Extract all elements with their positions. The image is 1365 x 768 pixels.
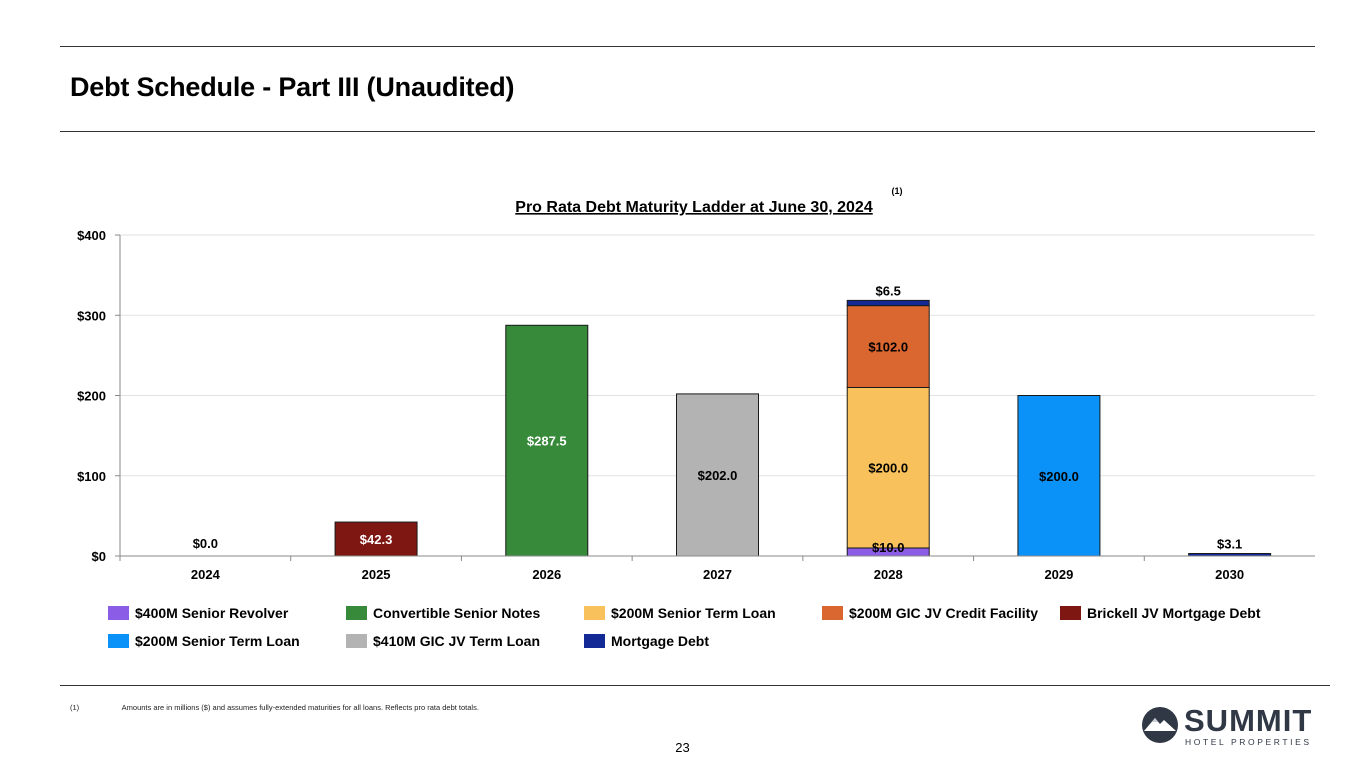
- bar-segment: [1017, 395, 1101, 557]
- data-label: $287.5: [527, 434, 567, 449]
- legend-swatch: [346, 634, 367, 648]
- x-tick-label: 2025: [362, 567, 391, 582]
- mountain-logo-icon: [1142, 707, 1178, 743]
- footnote-text: Amounts are in millions ($) and assumes …: [121, 703, 479, 712]
- x-tick-label: 2027: [703, 567, 732, 582]
- legend-label: $200M Senior Term Loan: [135, 633, 300, 649]
- x-tick-label: 2030: [1215, 567, 1244, 582]
- data-label: $200.0: [1039, 469, 1079, 484]
- bar-segment: [334, 521, 418, 557]
- chart-legend: $400M Senior Revolver Convertible Senior …: [108, 605, 1338, 649]
- legend-item: Brickell JV Mortgage Debt: [1060, 605, 1300, 621]
- y-tick-label: $200: [77, 389, 106, 404]
- page-number: 23: [675, 740, 690, 755]
- data-label: $200.0: [868, 461, 908, 476]
- legend-label: Mortgage Debt: [611, 633, 709, 649]
- legend-item: $200M Senior Term Loan: [584, 605, 822, 621]
- legend-item: $410M GIC JV Term Loan: [346, 633, 584, 649]
- bar-segment: [676, 393, 759, 557]
- legend-swatch: [1060, 606, 1081, 620]
- legend-label: Brickell JV Mortgage Debt: [1087, 605, 1261, 621]
- footnote-rule: [60, 685, 1330, 686]
- summit-logo: SUMMIT HOTEL PROPERTIES: [1140, 705, 1320, 747]
- data-label: $10.0: [872, 540, 905, 555]
- x-tick-label: 2029: [1044, 567, 1073, 582]
- data-label: $102.0: [868, 340, 908, 355]
- x-tick-label: 2024: [191, 567, 221, 582]
- legend-item: Convertible Senior Notes: [346, 605, 584, 621]
- logo-subtitle: HOTEL PROPERTIES: [1185, 737, 1312, 747]
- y-tick-label: $400: [77, 228, 106, 243]
- top-rule: [60, 46, 1315, 47]
- y-tick-label: $100: [77, 469, 106, 484]
- legend-swatch: [584, 634, 605, 648]
- legend-label: $410M GIC JV Term Loan: [373, 633, 541, 649]
- legend-label: $400M Senior Revolver: [135, 605, 289, 621]
- legend-item: $400M Senior Revolver: [108, 605, 346, 621]
- y-tick-label: $0: [92, 549, 106, 564]
- legend-swatch: [108, 634, 129, 648]
- data-label: $202.0: [698, 468, 738, 483]
- logo-wordmark: SUMMIT: [1184, 703, 1313, 738]
- data-label: $0.0: [193, 536, 218, 551]
- footnote: (1) Amounts are in millions ($) and assu…: [70, 703, 479, 712]
- page-title: Debt Schedule - Part III (Unaudited): [70, 72, 515, 102]
- legend-swatch: [108, 606, 129, 620]
- x-tick-label: 2026: [532, 567, 561, 582]
- bar-segment: [505, 324, 589, 557]
- footnote-marker: (1): [70, 703, 80, 712]
- legend-item: $200M GIC JV Credit Facility: [822, 605, 1060, 621]
- data-label: $3.1: [1217, 537, 1242, 552]
- title-underline-rule: [60, 131, 1315, 132]
- legend-item: Mortgage Debt: [584, 633, 822, 649]
- x-tick-label: 2028: [874, 567, 903, 582]
- bar-segment: [846, 299, 930, 307]
- legend-swatch: [822, 606, 843, 620]
- chart-title-superscript: (1): [892, 186, 903, 196]
- data-label: $42.3: [360, 532, 393, 547]
- legend-item: $200M Senior Term Loan: [108, 633, 346, 649]
- legend-label: $200M GIC JV Credit Facility: [849, 605, 1039, 621]
- y-tick-label: $300: [77, 308, 106, 323]
- data-label: $6.5: [876, 283, 901, 298]
- legend-swatch: [584, 606, 605, 620]
- legend-label: Convertible Senior Notes: [373, 605, 541, 621]
- legend-label: $200M Senior Term Loan: [611, 605, 776, 621]
- legend-swatch: [346, 606, 367, 620]
- chart-title: Pro Rata Debt Maturity Ladder at June 30…: [515, 199, 873, 216]
- debt-maturity-chart: $0 $100 $200 $300 $400 2024 2025 2026 2027 2028 20…: [77, 186, 1315, 582]
